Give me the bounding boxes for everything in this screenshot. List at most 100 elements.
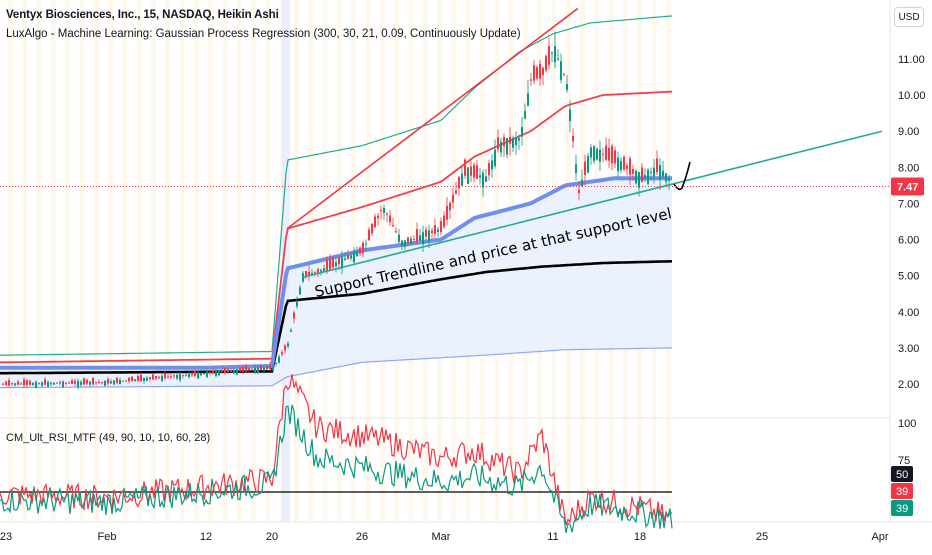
price-candle (419, 235, 421, 241)
price-candle (566, 84, 568, 91)
price-tick-label: 11.00 (898, 54, 925, 66)
price-candle (524, 111, 526, 119)
price-candle (629, 158, 631, 175)
price-candle (422, 232, 424, 245)
price-candle (371, 223, 373, 234)
price-candle (335, 262, 337, 267)
price-candle (236, 369, 238, 375)
price-candle (659, 164, 661, 180)
price-candle (35, 381, 37, 388)
session-stripe (179, 0, 185, 522)
price-candle (56, 382, 58, 384)
price-tick-label: 3.00 (898, 343, 919, 355)
currency-button[interactable]: USD (894, 7, 924, 27)
price-candle (452, 194, 454, 203)
session-stripe (222, 0, 228, 522)
session-stripe (265, 0, 271, 522)
price-candle (242, 366, 244, 372)
price-candle (281, 352, 283, 355)
price-candle (599, 149, 601, 162)
price-candle (551, 52, 553, 54)
price-candle (221, 371, 223, 373)
price-candle (350, 255, 352, 259)
price-candle (326, 259, 328, 271)
price-candle (563, 73, 565, 75)
price-candle (635, 171, 637, 184)
price-candle (623, 156, 625, 170)
price-candle (209, 371, 211, 374)
price-candle (278, 356, 280, 363)
price-candle (38, 383, 40, 385)
rsi-value-badge (891, 466, 913, 482)
price-candle (662, 170, 664, 177)
price-candle (14, 383, 16, 386)
session-stripe (65, 0, 71, 522)
rsi-legend[interactable]: CM_Ult_RSI_MTF (49, 90, 10, 10, 60, 28) (6, 432, 211, 444)
price-candle (449, 202, 451, 211)
price-candle (314, 272, 316, 274)
price-candle (308, 271, 310, 276)
price-candle (29, 380, 31, 385)
price-candle (617, 157, 619, 172)
price-candle (434, 225, 436, 234)
price-candle (275, 362, 277, 364)
price-candle (128, 377, 130, 382)
price-candle (578, 189, 580, 194)
price-candle (641, 167, 643, 182)
price-candle (251, 369, 253, 371)
price-candle (83, 378, 85, 385)
time-tick-label: 23 (0, 531, 12, 543)
check-drawing[interactable] (673, 161, 691, 191)
price-candle (359, 247, 361, 254)
chart-title: Ventyx Biosciences, Inc., 15, NASDAQ, He… (6, 9, 279, 21)
price-candle (467, 167, 469, 184)
last-price-label: 7.47 (897, 181, 918, 193)
price-candle (170, 376, 172, 378)
price-candle (173, 375, 175, 377)
price-candle (125, 380, 127, 382)
price-candle (257, 367, 259, 374)
gp-fill-area (0, 178, 672, 388)
price-candle (614, 150, 616, 164)
price-candle (299, 287, 301, 295)
last-price-badge (891, 177, 924, 196)
price-candle (284, 345, 286, 351)
price-candle (518, 138, 520, 141)
price-candle (143, 378, 145, 382)
price-candle (455, 190, 457, 194)
price-candle (95, 381, 97, 383)
price-candle (368, 229, 370, 241)
price-candle (602, 153, 604, 155)
price-candle (200, 373, 202, 376)
price-candle (263, 367, 265, 371)
price-candle (407, 237, 409, 243)
indicator-legend[interactable]: LuxAlgo - Machine Learning: Gaussian Pro… (6, 28, 521, 40)
support-trendline[interactable] (301, 130, 883, 279)
price-candle (521, 126, 523, 137)
time-tick-label: 12 (200, 531, 212, 543)
price-candle (446, 205, 448, 220)
resistance-trendline[interactable] (286, 7, 579, 230)
price-candle (356, 252, 358, 257)
price-candle (533, 65, 535, 81)
red-band-line (0, 90, 673, 364)
price-candle (248, 368, 250, 371)
price-candle (398, 234, 400, 242)
session-stripe (151, 0, 156, 522)
session-stripe (79, 0, 85, 522)
price-candle (254, 367, 256, 373)
price-candle (317, 269, 319, 274)
session-stripe (294, 0, 299, 522)
price-candle (77, 381, 79, 387)
price-candle (260, 364, 262, 371)
price-candle (443, 215, 445, 227)
price-candle (494, 149, 496, 167)
lower-band-line (0, 347, 673, 389)
session-stripe (193, 0, 199, 522)
time-tick-label: 11 (547, 531, 558, 543)
price-candle (134, 379, 136, 381)
price-candle (485, 176, 487, 182)
price-candle (461, 173, 463, 186)
